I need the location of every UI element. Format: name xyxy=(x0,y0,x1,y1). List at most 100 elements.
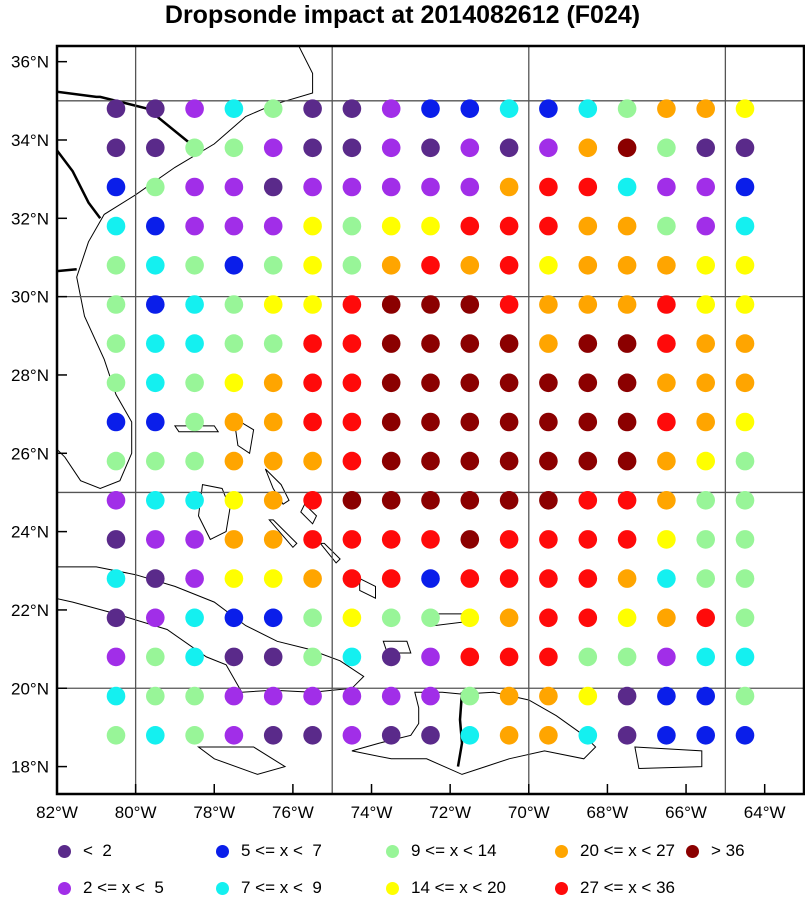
legend-swatch xyxy=(216,881,229,895)
impact-point xyxy=(106,255,126,275)
impact-point xyxy=(185,726,204,745)
impact-point xyxy=(735,255,755,275)
impact-point xyxy=(735,608,755,628)
land-jamaica xyxy=(196,746,287,775)
impact-point xyxy=(735,647,755,667)
impact-point xyxy=(617,530,637,549)
lon-tick-label: 78°W xyxy=(193,803,235,822)
impact-point xyxy=(696,608,715,628)
legend-item: 14 <= x < 20 xyxy=(386,877,506,899)
impact-point xyxy=(460,530,480,549)
impact-point xyxy=(696,177,715,197)
impact-point xyxy=(617,451,637,471)
legend-item: 2 <= x < 5 xyxy=(58,877,164,899)
impact-point xyxy=(735,334,755,353)
lon-tick-label: 66°W xyxy=(665,803,707,822)
impact-point xyxy=(342,373,362,393)
impact-point xyxy=(578,726,598,745)
impact-point xyxy=(146,647,165,667)
impact-point xyxy=(263,569,283,588)
impact-point xyxy=(263,647,283,667)
impact-point xyxy=(224,569,244,588)
impact-point xyxy=(578,451,598,471)
legend: < 2 2 <= x < 5 5 <= x < 7 7 <= x < 9 9 <= x … xyxy=(0,830,805,900)
impact-point xyxy=(146,295,165,314)
impact-point xyxy=(696,99,715,118)
impact-point xyxy=(146,373,165,393)
impact-point xyxy=(224,530,244,549)
impact-point xyxy=(185,177,204,197)
impact-point xyxy=(146,255,165,275)
impact-point xyxy=(696,295,715,314)
impact-point xyxy=(263,491,283,510)
impact-point xyxy=(381,373,401,393)
impact-point xyxy=(303,491,322,510)
impact-point xyxy=(381,451,401,471)
impact-point xyxy=(578,412,598,432)
impact-point xyxy=(224,216,244,236)
impact-point xyxy=(499,726,519,745)
impact-point xyxy=(657,726,676,745)
impact-point xyxy=(381,491,401,510)
lon-tick-label: 70°W xyxy=(508,803,550,822)
legend-swatch xyxy=(58,844,71,858)
legend-swatch xyxy=(555,844,568,858)
impact-point xyxy=(342,451,362,471)
lon-tick-label: 68°W xyxy=(587,803,629,822)
impact-point xyxy=(342,334,362,353)
impact-point xyxy=(617,686,637,706)
impact-point xyxy=(617,726,637,745)
impact-point xyxy=(499,491,519,510)
impact-point xyxy=(224,334,244,353)
impact-point xyxy=(263,99,283,118)
impact-point xyxy=(342,138,362,158)
impact-point xyxy=(342,686,362,706)
latitude-ticks: 18°N 20°N 22°N 24°N 26°N 28°N 30°N 32°N 34°N 36°N xyxy=(11,53,67,777)
land-sc-ga-border xyxy=(57,148,102,220)
impact-point xyxy=(539,373,558,393)
impact-point xyxy=(539,647,558,667)
impact-point xyxy=(381,138,401,158)
impact-point xyxy=(460,295,480,314)
impact-point xyxy=(657,216,676,236)
impact-point xyxy=(106,686,126,706)
impact-point xyxy=(185,686,204,706)
land-nc-sc-border xyxy=(57,90,192,145)
legend-item: 20 <= x < 27 xyxy=(555,840,675,862)
impact-point xyxy=(460,177,480,197)
impact-point xyxy=(185,138,204,158)
impact-point xyxy=(263,608,283,628)
impact-point xyxy=(499,569,519,588)
lat-tick-label: 22°N xyxy=(11,601,49,620)
land-haiti-dr-border xyxy=(456,692,464,767)
lat-tick-label: 30°N xyxy=(11,288,49,307)
impact-point xyxy=(106,491,126,510)
impact-point xyxy=(460,412,480,432)
impact-point xyxy=(146,451,165,471)
impact-point xyxy=(735,177,755,197)
impact-point xyxy=(617,647,637,667)
impact-point xyxy=(185,255,204,275)
impact-point xyxy=(421,295,440,314)
impact-point xyxy=(303,295,322,314)
legend-label: > 36 xyxy=(711,841,745,860)
land-ga-fl-border xyxy=(57,267,77,273)
impact-point xyxy=(460,451,480,471)
lon-tick-label: 72°W xyxy=(429,803,471,822)
impact-point xyxy=(224,138,244,158)
lon-tick-label: 74°W xyxy=(351,803,393,822)
land-acklins xyxy=(359,577,376,600)
impact-point xyxy=(735,726,755,745)
impact-point xyxy=(106,412,126,432)
impact-point xyxy=(696,451,715,471)
impact-point xyxy=(657,608,676,628)
impact-point xyxy=(146,530,165,549)
impact-point xyxy=(460,726,480,745)
legend-label: 9 <= x < 14 xyxy=(411,841,497,860)
impact-point xyxy=(106,216,126,236)
impact-point xyxy=(303,686,322,706)
longitude-ticks: 82°W 80°W 78°W 76°W 74°W 72°W 70°W 68°W 66°W 64°W xyxy=(36,784,786,822)
lat-tick-label: 18°N xyxy=(11,758,49,777)
impact-point xyxy=(539,608,558,628)
impact-point xyxy=(539,412,558,432)
